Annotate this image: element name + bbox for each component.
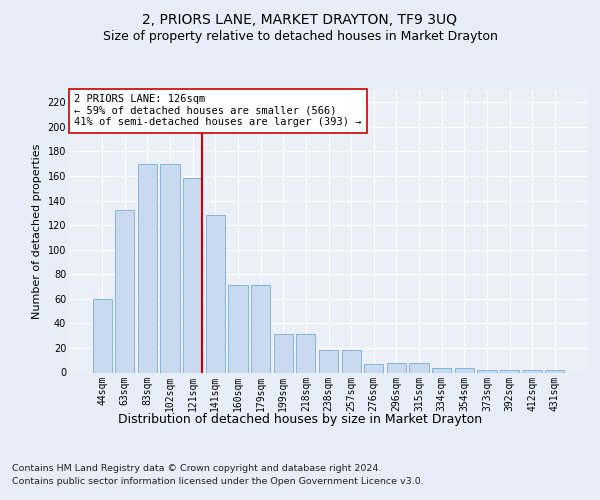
Text: 2 PRIORS LANE: 126sqm
← 59% of detached houses are smaller (566)
41% of semi-det: 2 PRIORS LANE: 126sqm ← 59% of detached … <box>74 94 362 128</box>
Bar <box>319 350 338 372</box>
Text: Contains HM Land Registry data © Crown copyright and database right 2024.: Contains HM Land Registry data © Crown c… <box>12 464 382 473</box>
Bar <box>364 364 383 372</box>
Bar <box>92 299 112 372</box>
Bar <box>545 370 565 372</box>
Text: Contains public sector information licensed under the Open Government Licence v3: Contains public sector information licen… <box>12 478 424 486</box>
Bar <box>387 362 406 372</box>
Text: Size of property relative to detached houses in Market Drayton: Size of property relative to detached ho… <box>103 30 497 43</box>
Bar <box>138 164 157 372</box>
Bar <box>341 350 361 372</box>
Bar <box>409 362 428 372</box>
Y-axis label: Number of detached properties: Number of detached properties <box>32 144 42 319</box>
Bar <box>274 334 293 372</box>
Bar <box>477 370 497 372</box>
Bar <box>160 164 180 372</box>
Bar <box>251 286 270 372</box>
Bar <box>206 216 225 372</box>
Bar <box>455 368 474 372</box>
Text: Distribution of detached houses by size in Market Drayton: Distribution of detached houses by size … <box>118 412 482 426</box>
Bar <box>500 370 519 372</box>
Text: 2, PRIORS LANE, MARKET DRAYTON, TF9 3UQ: 2, PRIORS LANE, MARKET DRAYTON, TF9 3UQ <box>143 12 458 26</box>
Bar <box>296 334 316 372</box>
Bar <box>523 370 542 372</box>
Bar <box>432 368 451 372</box>
Bar <box>183 178 202 372</box>
Bar <box>229 286 248 372</box>
Bar <box>115 210 134 372</box>
